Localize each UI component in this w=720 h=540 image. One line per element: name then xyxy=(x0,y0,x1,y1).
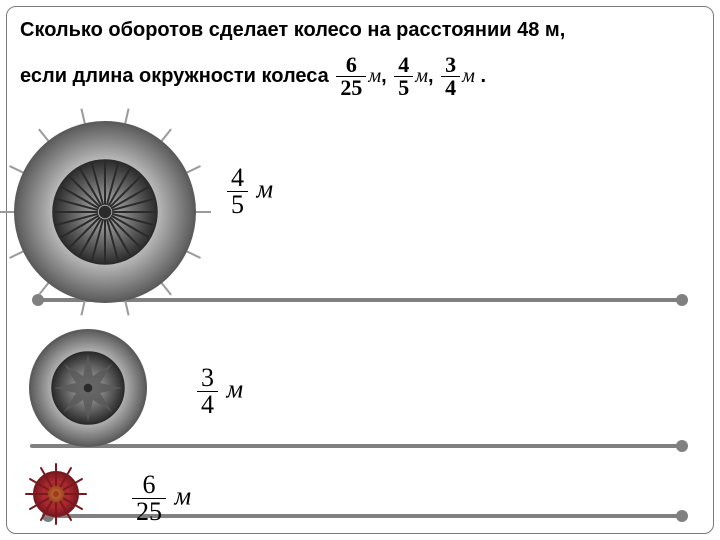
question-line2-a: если длина окружности колеса xyxy=(20,65,334,87)
wheel-small-unit: м xyxy=(175,481,192,510)
wheel-large-unit: м xyxy=(257,174,274,203)
track-0-dot-right xyxy=(676,294,688,306)
question-line1: Сколько оборотов сделает колесо на расст… xyxy=(20,14,700,46)
question-text: Сколько оборотов сделает колесо на расст… xyxy=(20,14,700,99)
wheel-mid xyxy=(26,326,150,450)
q-frac-2: 3 4 xyxy=(441,54,460,99)
wheel-large-frac: 45 xyxy=(227,165,248,218)
q-sep-1: , xyxy=(428,65,439,87)
q-unit-1: м xyxy=(415,65,428,87)
wheel-small-label: 625 м xyxy=(130,472,191,525)
question-line2: если длина окружности колеса 6 25 м, 4 5… xyxy=(20,54,700,99)
wheel-large xyxy=(0,102,215,322)
q-frac-0: 6 25 xyxy=(336,54,366,99)
q-frac-1: 4 5 xyxy=(394,54,413,99)
wheel-mid-unit: м xyxy=(227,374,244,403)
wheel-mid-frac: 34 xyxy=(197,365,218,418)
track-1-dot-right xyxy=(676,440,688,452)
wheel-large-label: 45 м xyxy=(225,165,273,218)
q-unit-2: м xyxy=(462,65,475,87)
q-unit-0: м xyxy=(368,65,381,87)
wheel-mid-label: 34 м xyxy=(195,365,243,418)
q-sep-0: , xyxy=(381,65,392,87)
wheel-small-frac: 625 xyxy=(132,472,166,525)
track-2-dot-right xyxy=(676,510,688,522)
q-end: . xyxy=(475,65,486,87)
wheel-small xyxy=(22,460,90,528)
